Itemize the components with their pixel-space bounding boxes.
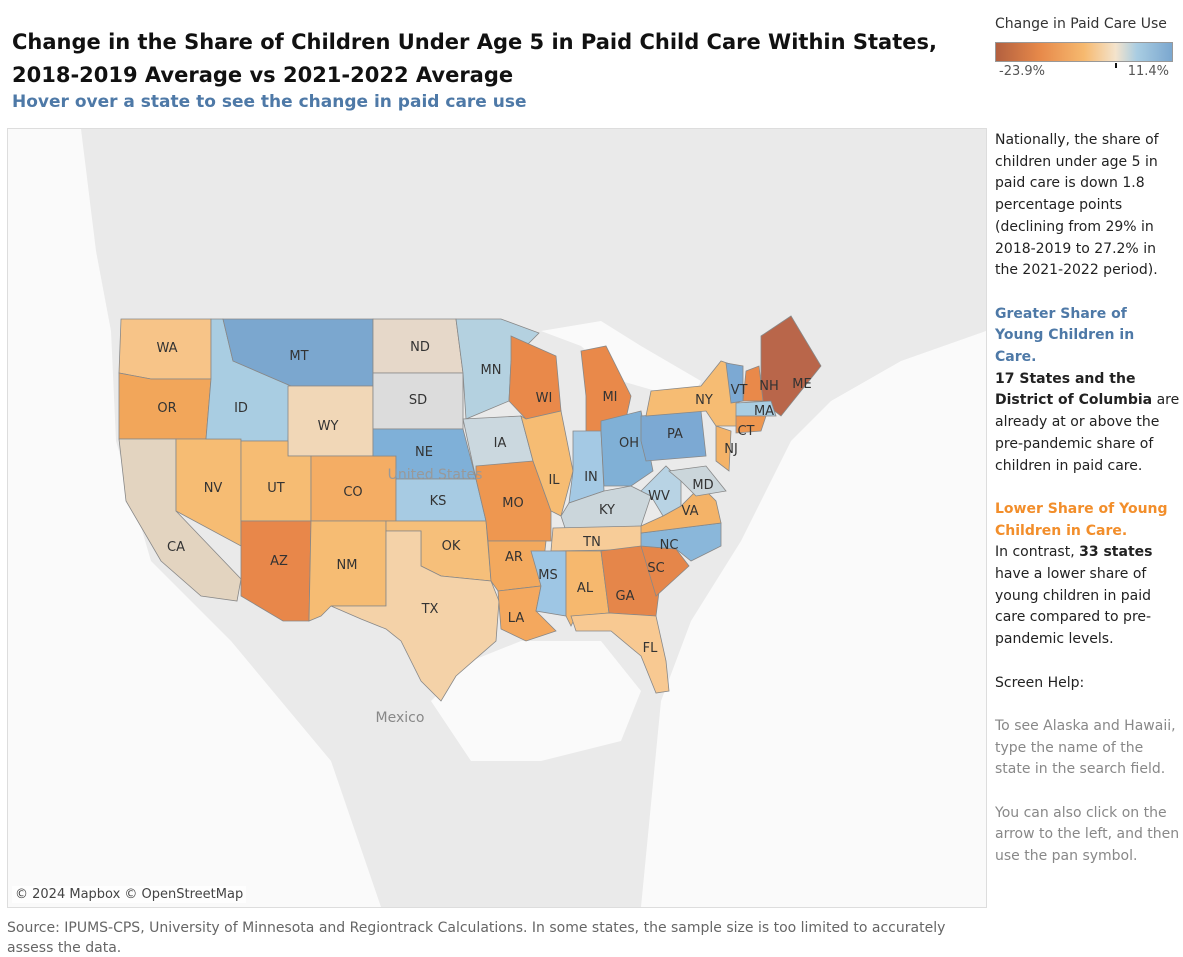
country-label-us: United States <box>388 467 483 483</box>
state-label-co: CO <box>343 485 362 500</box>
info-panel: Nationally, the share of children under … <box>995 130 1180 890</box>
help-heading: Screen Help: <box>995 674 1085 691</box>
state-label-la: LA <box>508 611 525 626</box>
legend-max: 11.4% <box>1127 64 1169 79</box>
greater-heading: Greater Share of Young Children in Care. <box>995 305 1135 366</box>
state-label-id: ID <box>234 401 248 416</box>
state-label-mn: MN <box>481 363 502 378</box>
state-label-ky: KY <box>599 503 615 518</box>
state-wv[interactable] <box>640 465 682 517</box>
state-vt[interactable] <box>725 362 744 404</box>
state-label-nc: NC <box>660 538 679 553</box>
state-label-in: IN <box>584 470 598 485</box>
legend-title: Change in Paid Care Use <box>995 16 1167 32</box>
state-ms[interactable] <box>530 550 567 617</box>
state-label-tx: TX <box>421 602 439 617</box>
great-lakes <box>541 321 701 401</box>
state-label-wa: WA <box>156 341 177 356</box>
state-label-nv: NV <box>204 481 223 496</box>
lower-bold: 33 states <box>1079 544 1153 561</box>
state-label-az: AZ <box>270 554 288 569</box>
map-canvas[interactable]: WA OR CA NV ID MT WY UT CO AZ NM ND SD NE KS OK TX MN IA MO… <box>8 129 986 907</box>
state-label-ct: CT <box>737 424 754 439</box>
greater-section: Greater Share of Young Children in Care.… <box>995 304 1180 478</box>
state-fl[interactable] <box>570 612 670 694</box>
lower-section: Lower Share of Young Children in Care. In… <box>995 499 1180 651</box>
state-label-or: OR <box>157 401 176 416</box>
state-nj[interactable] <box>715 425 732 472</box>
state-label-ia: IA <box>494 436 507 451</box>
state-ma[interactable] <box>735 400 777 417</box>
state-label-wy: WY <box>318 419 339 434</box>
state-label-wi: WI <box>536 391 553 406</box>
pacific-ocean <box>8 129 381 907</box>
state-label-ar: AR <box>505 550 523 565</box>
state-label-ny: NY <box>695 393 713 408</box>
state-label-sc: SC <box>647 561 664 576</box>
state-label-nj: NJ <box>724 442 738 457</box>
state-label-vt: VT <box>731 383 748 398</box>
help-text-2: You can also click on the arrow to the l… <box>995 804 1180 865</box>
state-label-ma: MA <box>754 404 774 419</box>
country-label-mexico: Mexico <box>376 710 425 726</box>
state-tx[interactable] <box>330 530 500 702</box>
state-label-nd: ND <box>410 340 430 355</box>
state-label-me: ME <box>792 377 811 392</box>
state-label-md: MD <box>692 478 713 493</box>
map-attribution: © 2024 Mapbox © OpenStreetMap <box>12 886 247 903</box>
help-text-1: To see Alaska and Hawaii, type the name … <box>995 717 1176 778</box>
gulf-of-mexico <box>431 641 641 761</box>
page-title: Change in the Share of Children Under Ag… <box>12 30 937 87</box>
state-label-ok: OK <box>442 539 461 554</box>
state-label-ne: NE <box>415 445 433 460</box>
state-label-ks: KS <box>430 494 447 509</box>
state-label-oh: OH <box>619 436 639 451</box>
color-legend: Change in Paid Care Use -23.9% 11.4% <box>995 16 1173 79</box>
state-label-fl: FL <box>643 641 658 656</box>
state-in[interactable] <box>568 430 605 504</box>
state-nh[interactable] <box>742 365 764 402</box>
state-label-mi: MI <box>602 390 617 405</box>
state-md[interactable] <box>668 465 727 497</box>
atlantic-ocean <box>641 331 986 907</box>
state-label-ga: GA <box>616 589 635 604</box>
greater-bold: 17 States and the District of Columbia <box>995 370 1153 409</box>
state-az[interactable] <box>240 520 312 622</box>
state-wi[interactable] <box>508 335 562 420</box>
lower-pre: In contrast, <box>995 544 1080 561</box>
state-label-sd: SD <box>409 393 427 408</box>
state-label-va: VA <box>682 504 699 519</box>
state-il[interactable] <box>520 410 574 517</box>
state-label-pa: PA <box>667 427 683 442</box>
state-label-ca: CA <box>167 540 185 555</box>
greater-text: are already at or above the pre-pandemic… <box>995 392 1180 474</box>
state-label-nm: NM <box>337 558 358 573</box>
choropleth-map[interactable]: WA OR CA NV ID MT WY UT CO AZ NM ND SD NE KS OK TX MN IA MO… <box>7 128 987 908</box>
lower-text: have a lower share of young children in … <box>995 566 1152 648</box>
state-label-tn: TN <box>582 535 601 550</box>
national-summary: Nationally, the share of children under … <box>995 132 1159 279</box>
lower-heading: Lower Share of Young Children in Care. <box>995 500 1168 539</box>
legend-min: -23.9% <box>999 64 1045 79</box>
legend-gradient <box>995 42 1173 62</box>
state-label-il: IL <box>548 473 560 488</box>
state-label-ut: UT <box>267 481 285 496</box>
state-label-mo: MO <box>502 496 523 511</box>
state-ct[interactable] <box>735 415 767 434</box>
state-label-wv: WV <box>648 489 670 504</box>
state-label-al: AL <box>577 581 594 596</box>
state-label-mt: MT <box>289 349 308 364</box>
state-label-ms: MS <box>538 568 557 583</box>
source-note: Source: IPUMS-CPS, University of Minneso… <box>7 920 946 952</box>
page-subtitle: Hover over a state to see the change in … <box>12 92 527 112</box>
legend-zero-tick <box>1115 63 1117 68</box>
state-label-nh: NH <box>759 379 779 394</box>
